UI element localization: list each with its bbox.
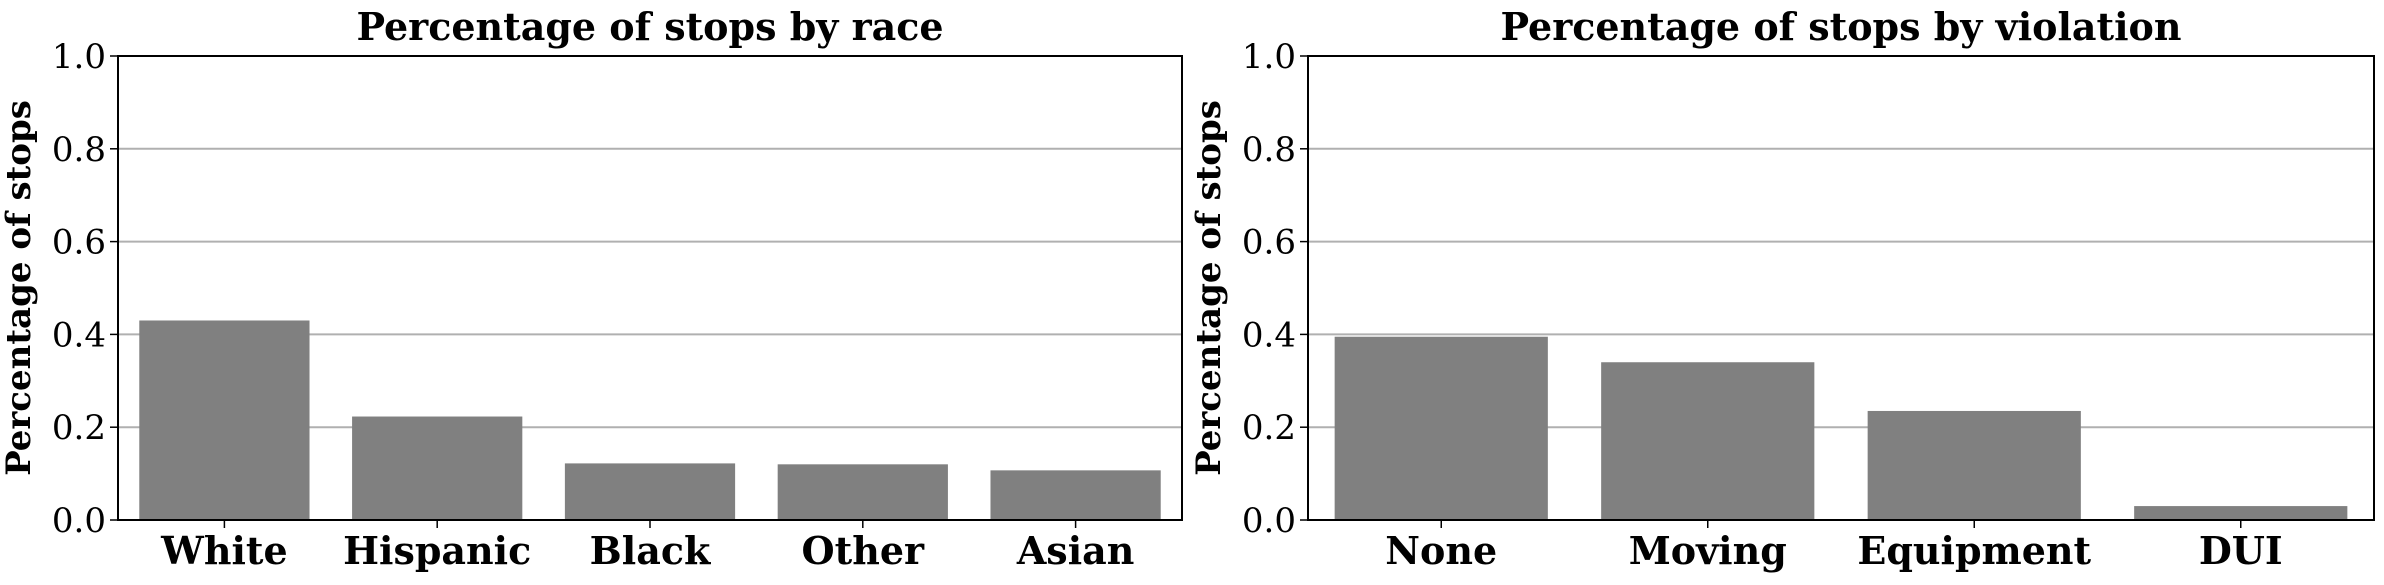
y-tick-label: 0.0 [1242,501,1296,541]
x-tick-label: Equipment [1857,528,2091,573]
bar-moving [1601,362,1815,520]
chart-title: Percentage of stops by race [356,4,943,49]
bar-other [777,464,948,520]
x-tick-label: Moving [1629,528,1787,573]
y-tick-label: 0.2 [1242,408,1296,448]
x-tick-label: Hispanic [343,528,531,573]
plot-frame [1307,55,2375,521]
y-tick-label: 0.0 [52,501,106,541]
y-tick-label: 0.8 [1242,130,1296,170]
chart-panel-2: Percentage of stops by violation 0.0 0.2 0.… [1189,4,2375,573]
y-tick-label: 0.6 [52,223,106,263]
chart-title: Percentage of stops by violation [1500,4,2181,49]
x-tick-label: White [160,528,287,573]
y-tick-label: 1.0 [1242,37,1296,77]
bar-equipment [1867,410,2081,520]
x-tick-label: Asian [1016,528,1135,573]
bar-asian [990,470,1161,520]
y-axis-label: Percentage of stops [1189,100,1229,476]
x-tick-label: DUI [2199,528,2283,573]
y-axis-label: Percentage of stops [0,100,39,476]
y-tick-label: 0.8 [52,130,106,170]
x-tick-label: Other [802,528,925,573]
plot-frame [117,55,1183,521]
x-tick-label: Black [590,528,711,573]
bar-black [564,463,736,520]
bar-hispanic [352,416,523,520]
bar-none [1334,336,1548,520]
x-tick-label: None [1385,528,1497,573]
y-tick-label: 0.4 [52,315,106,355]
y-tick-label: 0.2 [52,408,106,448]
y-tick-label: 0.4 [1242,315,1296,355]
chart-panel-1: Percentage of stops by race 0.0 0.2 0.4 0.6 0… [0,4,1183,573]
y-tick-label: 0.6 [1242,223,1296,263]
bar-white [139,320,310,520]
y-tick-label: 1.0 [52,37,106,77]
bar-dui [2134,506,2348,520]
